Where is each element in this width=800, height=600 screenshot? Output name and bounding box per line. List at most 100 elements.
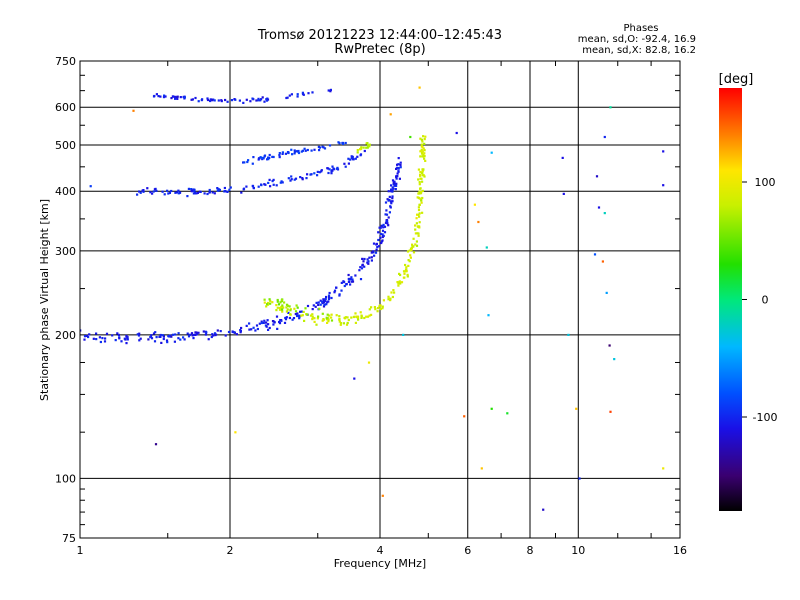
- echo-point: [593, 253, 597, 256]
- trace-point: [280, 305, 283, 309]
- trace-point: [313, 172, 316, 175]
- trace-point: [193, 191, 196, 194]
- trace-point: [419, 191, 423, 195]
- trace-point: [360, 267, 364, 270]
- trace-point: [373, 306, 376, 309]
- trace-point: [335, 286, 338, 289]
- trace-point: [267, 156, 270, 159]
- trace-point: [165, 339, 169, 342]
- trace-point: [240, 326, 243, 330]
- trace-point: [211, 99, 214, 102]
- trace-point: [157, 95, 160, 98]
- trace-point: [285, 96, 288, 100]
- trace-point: [355, 315, 358, 318]
- trace-point: [421, 189, 424, 192]
- trace-point: [399, 273, 402, 277]
- trace-point: [376, 310, 379, 313]
- trace-point: [168, 191, 171, 194]
- trace-point: [294, 177, 298, 180]
- y-tick-label: 300: [55, 245, 76, 258]
- trace-point: [356, 149, 359, 152]
- trace-point: [397, 157, 400, 160]
- trace-point: [368, 145, 371, 148]
- trace-point: [350, 276, 353, 279]
- trace-point: [299, 310, 302, 313]
- trace-point: [345, 283, 348, 286]
- trace-point: [362, 260, 365, 263]
- trace-point: [192, 192, 195, 195]
- trace-point: [391, 295, 394, 299]
- trace-point: [291, 318, 294, 321]
- trace-point: [254, 329, 257, 332]
- trace-point: [326, 321, 329, 324]
- y-tick-label: 600: [55, 101, 76, 114]
- trace-point: [377, 238, 380, 242]
- trace-point: [420, 138, 423, 141]
- trace-point: [257, 185, 260, 188]
- trace-point: [363, 316, 366, 320]
- trace-point: [206, 97, 209, 100]
- trace-point: [421, 180, 424, 183]
- trace-point: [167, 192, 170, 195]
- trace-point: [417, 206, 420, 209]
- echo-point: [601, 260, 604, 263]
- trace-point: [415, 217, 418, 220]
- trace-point: [421, 169, 424, 172]
- trace-point: [209, 99, 212, 103]
- trace-point: [155, 189, 158, 192]
- trace-point: [347, 280, 350, 283]
- trace-point: [126, 338, 129, 341]
- echo-point: [473, 203, 476, 206]
- trace-point: [418, 203, 421, 206]
- trace-point: [179, 96, 182, 99]
- trace-point: [368, 143, 371, 146]
- trace-point: [421, 140, 424, 143]
- trace-point: [159, 95, 162, 98]
- trace-point: [339, 323, 342, 326]
- colorbar-tick-label: 100: [755, 176, 776, 189]
- chart-title: Tromsø 20121223 12:44:00–12:45:43: [257, 28, 502, 43]
- trace-point: [343, 281, 346, 284]
- trace-point: [95, 338, 98, 341]
- trace-point: [260, 320, 263, 323]
- trace-point: [399, 161, 402, 164]
- trace-point: [226, 190, 229, 193]
- trace-point: [290, 148, 293, 151]
- trace-point: [318, 171, 321, 174]
- trace-point: [272, 155, 275, 159]
- x-axis-title: Frequency [MHz]: [334, 557, 426, 570]
- trace-point: [198, 190, 201, 193]
- trace-point: [382, 234, 385, 237]
- stats-line-o: mean, sd,O: -92.4, 16.9: [578, 34, 696, 45]
- plot-frame: [79, 60, 681, 539]
- trace-point: [261, 96, 264, 99]
- trace-point: [327, 320, 330, 323]
- trace-point: [194, 96, 197, 100]
- trace-point: [245, 98, 248, 101]
- trace-point: [266, 303, 269, 306]
- y-tick-label: 200: [55, 329, 76, 342]
- trace-point: [379, 236, 382, 239]
- trace-point: [176, 95, 179, 98]
- trace-point: [309, 173, 312, 176]
- echo-point: [154, 443, 158, 446]
- y-tick-label: 500: [55, 139, 76, 152]
- trace-point: [319, 299, 322, 302]
- trace-point: [388, 211, 391, 214]
- trace-point: [85, 334, 89, 337]
- trace-point: [166, 341, 169, 344]
- trace-point: [403, 272, 406, 275]
- trace-point: [280, 319, 283, 322]
- trace-point: [269, 302, 272, 305]
- trace-point: [418, 212, 421, 215]
- trace-point: [174, 333, 177, 336]
- trace-point: [322, 301, 326, 304]
- trace-point: [311, 315, 314, 318]
- trace-point: [267, 181, 270, 184]
- trace-point: [257, 158, 260, 161]
- trace-point: [230, 99, 234, 102]
- y-tick-label: 400: [55, 185, 76, 198]
- trace-point: [327, 297, 331, 301]
- trace-point: [280, 298, 283, 302]
- trace-point: [213, 99, 216, 102]
